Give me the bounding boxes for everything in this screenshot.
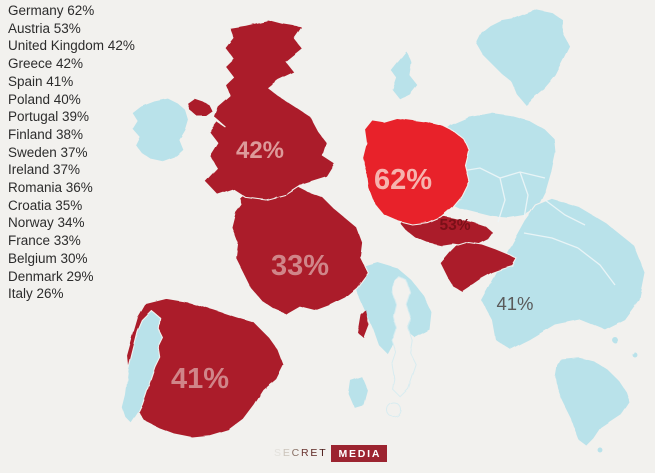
svg-text:53%: 53% — [439, 217, 470, 234]
svg-text:41%: 41% — [496, 293, 533, 314]
svg-text:41%: 41% — [171, 363, 229, 395]
svg-text:42%: 42% — [236, 137, 284, 164]
svg-text:33%: 33% — [271, 250, 329, 282]
svg-text:62%: 62% — [374, 164, 432, 196]
